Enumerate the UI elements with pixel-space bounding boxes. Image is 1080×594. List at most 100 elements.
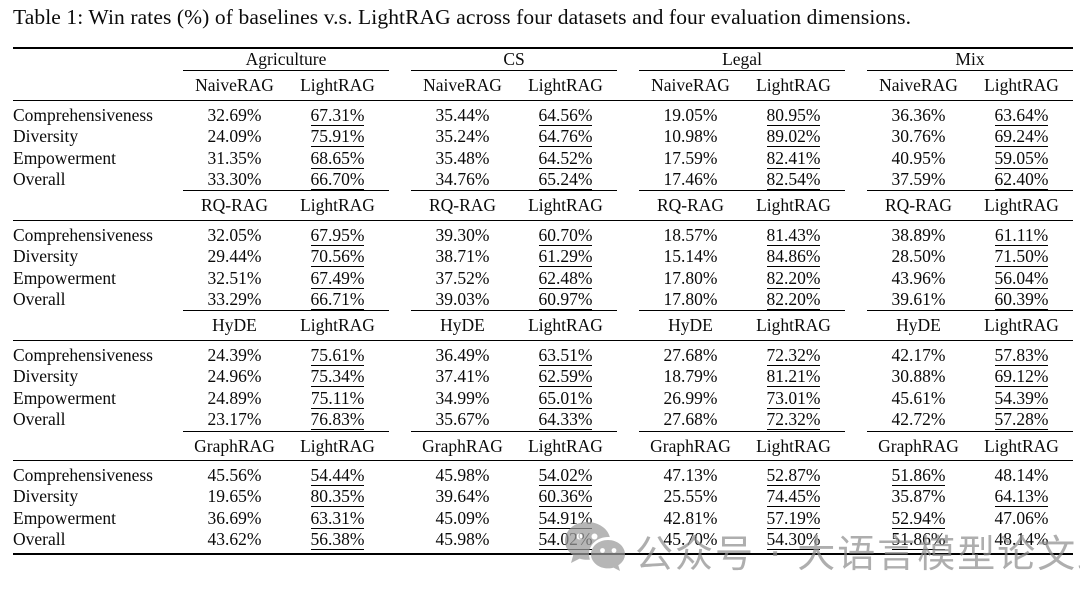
baseline-header: GraphRAG bbox=[411, 430, 515, 461]
column-gap bbox=[389, 529, 412, 555]
lightrag-win-rate: 54.39% bbox=[994, 387, 1049, 409]
baseline-value: 43.96% bbox=[867, 268, 970, 289]
baseline-value: 32.69% bbox=[183, 100, 286, 126]
table-row: Diversity 24.96% 75.34% 37.41% 62.59% 18.79% 8… bbox=[13, 366, 1073, 388]
lightrag-win-rate: 70.56% bbox=[310, 246, 365, 268]
dimension-label: Empowerment bbox=[13, 387, 117, 408]
lightrag-win-rate: 81.43% bbox=[766, 224, 821, 246]
lightrag-win-rate: 64.13% bbox=[994, 486, 1049, 508]
baseline-value: 45.61% bbox=[867, 388, 970, 409]
dimension-label: Overall bbox=[13, 289, 66, 310]
baseline-win-rate: 30.76% bbox=[891, 126, 946, 147]
column-gap bbox=[617, 70, 640, 101]
baseline-header: HyDE bbox=[411, 310, 515, 341]
baseline-value: 27.68% bbox=[639, 340, 742, 366]
column-gap bbox=[389, 220, 411, 246]
baseline-header: RQ-RAG bbox=[411, 190, 515, 221]
lightrag-value: 72.32% bbox=[742, 340, 845, 366]
column-gap bbox=[845, 388, 867, 409]
column-gap bbox=[617, 289, 639, 311]
column-gap bbox=[617, 268, 639, 289]
baseline-value: 42.17% bbox=[867, 340, 970, 366]
baseline-value: 45.98% bbox=[411, 529, 515, 555]
lightrag-header: LightRAG bbox=[286, 70, 390, 101]
column-gap bbox=[617, 169, 639, 191]
lightrag-win-rate: 59.05% bbox=[994, 147, 1049, 169]
baseline-win-rate: 45.70% bbox=[663, 529, 718, 550]
baseline-win-rate: 10.98% bbox=[663, 126, 718, 147]
baseline-win-rate: 19.65% bbox=[207, 486, 262, 507]
lightrag-header: LightRAG bbox=[286, 190, 390, 221]
lightrag-win-rate: 68.65% bbox=[310, 147, 365, 169]
column-gap bbox=[845, 340, 867, 366]
baseline-value: 35.87% bbox=[867, 486, 970, 507]
column-gap bbox=[845, 508, 867, 529]
dataset-header-agriculture: Agriculture bbox=[183, 47, 390, 72]
column-gap bbox=[389, 486, 411, 507]
lightrag-win-rate: 64.56% bbox=[538, 104, 593, 126]
baseline-win-rate: 28.50% bbox=[891, 246, 946, 267]
column-gap bbox=[845, 289, 867, 311]
lightrag-header: LightRAG bbox=[514, 310, 618, 341]
lightrag-win-rate: 80.35% bbox=[310, 486, 365, 508]
column-gap bbox=[845, 169, 867, 191]
lightrag-win-rate: 60.97% bbox=[538, 289, 593, 311]
column-gap bbox=[845, 47, 868, 71]
lightrag-win-rate: 62.40% bbox=[994, 169, 1049, 191]
lightrag-header: LightRAG bbox=[742, 430, 846, 461]
baseline-win-rate: 45.56% bbox=[207, 464, 262, 485]
baseline-value: 35.24% bbox=[411, 126, 514, 147]
column-gap bbox=[389, 431, 412, 461]
dimension-label: Overall bbox=[13, 169, 66, 190]
baseline-value: 35.48% bbox=[411, 148, 514, 169]
dimension-label: Comprehensiveness bbox=[13, 104, 153, 125]
baseline-value: 51.86% bbox=[867, 460, 970, 486]
dimension-label: Overall bbox=[13, 529, 183, 555]
baseline-win-rate: 39.61% bbox=[891, 289, 946, 310]
dimension-label: Diversity bbox=[13, 246, 79, 267]
dimension-label: Comprehensiveness bbox=[13, 224, 153, 245]
baseline-win-rate: 24.39% bbox=[207, 344, 262, 365]
column-gap bbox=[617, 486, 639, 507]
baseline-win-rate: 27.68% bbox=[663, 344, 718, 365]
subheader-spacer bbox=[13, 70, 183, 101]
baseline-header: GraphRAG bbox=[639, 430, 743, 461]
dataset-header-legal: Legal bbox=[639, 47, 846, 72]
win-rate-table-body: Comprehensiveness 32.69% 67.31% 35.44% 64.56… bbox=[13, 100, 1074, 555]
baseline-value: 35.67% bbox=[411, 409, 514, 431]
baseline-win-rate: 43.62% bbox=[207, 529, 262, 550]
lightrag-value: 60.97% bbox=[514, 289, 617, 311]
lightrag-win-rate: 64.76% bbox=[538, 126, 593, 148]
table-row: Diversity 24.09% 75.91% 35.24% 64.76% 10.98% 8… bbox=[13, 126, 1073, 148]
baseline-value: 52.94% bbox=[867, 507, 970, 529]
baseline-value: 32.51% bbox=[183, 268, 286, 289]
lightrag-win-rate: 52.87% bbox=[766, 464, 821, 486]
lightrag-win-rate: 69.24% bbox=[994, 126, 1049, 148]
column-gap bbox=[389, 340, 411, 366]
lightrag-value: 59.05% bbox=[970, 147, 1073, 169]
column-gap bbox=[617, 100, 639, 126]
lightrag-header: LightRAG bbox=[514, 190, 618, 221]
baseline-win-rate: 38.89% bbox=[891, 224, 946, 245]
lightrag-win-rate: 54.91% bbox=[538, 507, 593, 529]
baseline-win-rate: 34.99% bbox=[435, 387, 490, 408]
lightrag-win-rate: 89.02% bbox=[766, 126, 821, 148]
column-gap bbox=[845, 431, 868, 461]
column-gap bbox=[617, 126, 639, 147]
baseline-header: HyDE bbox=[183, 310, 286, 341]
column-gap bbox=[389, 190, 412, 221]
baseline-value: 18.79% bbox=[639, 366, 742, 387]
dimension-label: Empowerment bbox=[13, 267, 117, 288]
baseline-win-rate: 29.44% bbox=[207, 246, 262, 267]
baseline-win-rate: 45.09% bbox=[435, 507, 490, 528]
lightrag-win-rate: 54.02% bbox=[538, 464, 593, 486]
baseline-header: RQ-RAG bbox=[867, 190, 971, 221]
table-row: Comprehensiveness 32.05% 67.95% 39.30% 60.70… bbox=[13, 220, 1073, 246]
column-gap bbox=[617, 220, 639, 246]
lightrag-win-rate: 63.31% bbox=[310, 507, 365, 529]
baseline-header: GraphRAG bbox=[183, 430, 286, 461]
lightrag-value: 62.40% bbox=[970, 169, 1073, 191]
baseline-value: 30.88% bbox=[867, 366, 970, 387]
lightrag-win-rate: 54.02% bbox=[538, 529, 593, 551]
lightrag-value: 66.70% bbox=[286, 169, 389, 191]
